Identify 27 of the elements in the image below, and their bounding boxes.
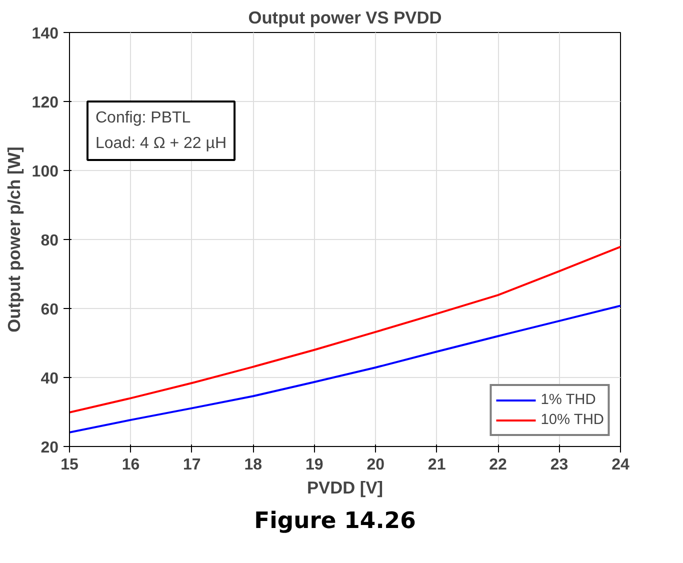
- x-tick-label: 17: [183, 456, 201, 474]
- chart-title: Output power VS PVDD: [248, 8, 442, 28]
- y-tick-label: 100: [32, 164, 59, 180]
- x-tick-label: 24: [612, 456, 630, 474]
- caption: Figure 14.26: [254, 507, 416, 536]
- x-axis-title: PVDD [V]: [306, 478, 384, 498]
- x-tick-label: 19: [305, 456, 324, 474]
- annotation: Config: PBTL: [96, 110, 191, 126]
- y-axis-title: Output power p/ch [W]: [4, 146, 24, 332]
- y-tick-label: 140: [32, 26, 59, 42]
- x-tick-label: 18: [244, 456, 262, 474]
- annotation: Load: 4 Ω + 22 µH: [96, 135, 227, 152]
- x-tick-label: 16: [122, 456, 140, 474]
- legend-label: 10% THD: [540, 412, 604, 428]
- y-tick-label: 80: [40, 232, 59, 250]
- y-tick-label: 20: [40, 440, 59, 456]
- line-series: [70, 304, 620, 434]
- y-tick-label: 40: [40, 370, 59, 388]
- x-tick-label: 22: [489, 456, 508, 474]
- legend-label: 1% THD: [540, 392, 596, 408]
- x-tick-label: 21: [428, 456, 446, 474]
- y-tick-label: 60: [40, 302, 59, 318]
- x-tick-label: 15: [60, 456, 78, 474]
- line-series: [70, 246, 620, 414]
- y-tick-label: 120: [32, 94, 59, 112]
- x-tick-label: 23: [550, 456, 568, 474]
- x-tick-label: 20: [366, 456, 385, 474]
